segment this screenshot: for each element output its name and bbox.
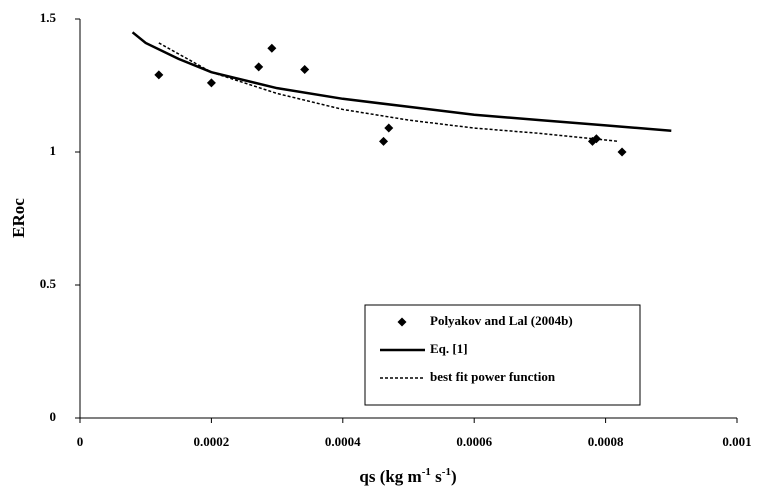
- x-tick-label: 0: [77, 434, 84, 449]
- x-axis-label-part: -1: [422, 466, 431, 478]
- legend-label: best fit power function: [430, 369, 556, 384]
- x-axis-label: qs (kg m-1 s-1): [359, 466, 456, 486]
- x-tick-label: 0.0004: [325, 434, 361, 449]
- x-tick-label: 0.0006: [456, 434, 492, 449]
- data-point: [384, 123, 394, 133]
- data-point: [154, 70, 164, 80]
- x-axis-label-part: ): [451, 467, 457, 486]
- data-point: [254, 62, 264, 72]
- x-tick-label: 0.0002: [194, 434, 230, 449]
- legend-marker: [397, 317, 407, 327]
- x-tick-label: 0.001: [722, 434, 751, 449]
- data-point: [379, 136, 389, 146]
- x-axis-label-part: s: [431, 467, 442, 486]
- legend-label: Eq. [1]: [430, 341, 468, 356]
- y-axis-label: ERoc: [9, 198, 28, 238]
- data-point: [617, 147, 627, 157]
- x-axis-label-part: qs (kg m: [359, 467, 421, 486]
- x-axis-label-part: -1: [442, 466, 451, 478]
- legend-box: [364, 304, 641, 406]
- data-point: [300, 65, 310, 75]
- legend-label: Polyakov and Lal (2004b): [430, 313, 573, 328]
- data-point: [206, 78, 216, 88]
- y-tick-label: 1: [50, 143, 57, 158]
- series-line: [158, 42, 619, 143]
- y-tick-label: 0: [50, 409, 57, 424]
- x-tick-label: 0.0008: [588, 434, 624, 449]
- y-tick-label: 0.5: [40, 276, 57, 291]
- y-tick-label: 1.5: [40, 10, 57, 25]
- data-point: [267, 43, 277, 53]
- series-line: [131, 31, 672, 132]
